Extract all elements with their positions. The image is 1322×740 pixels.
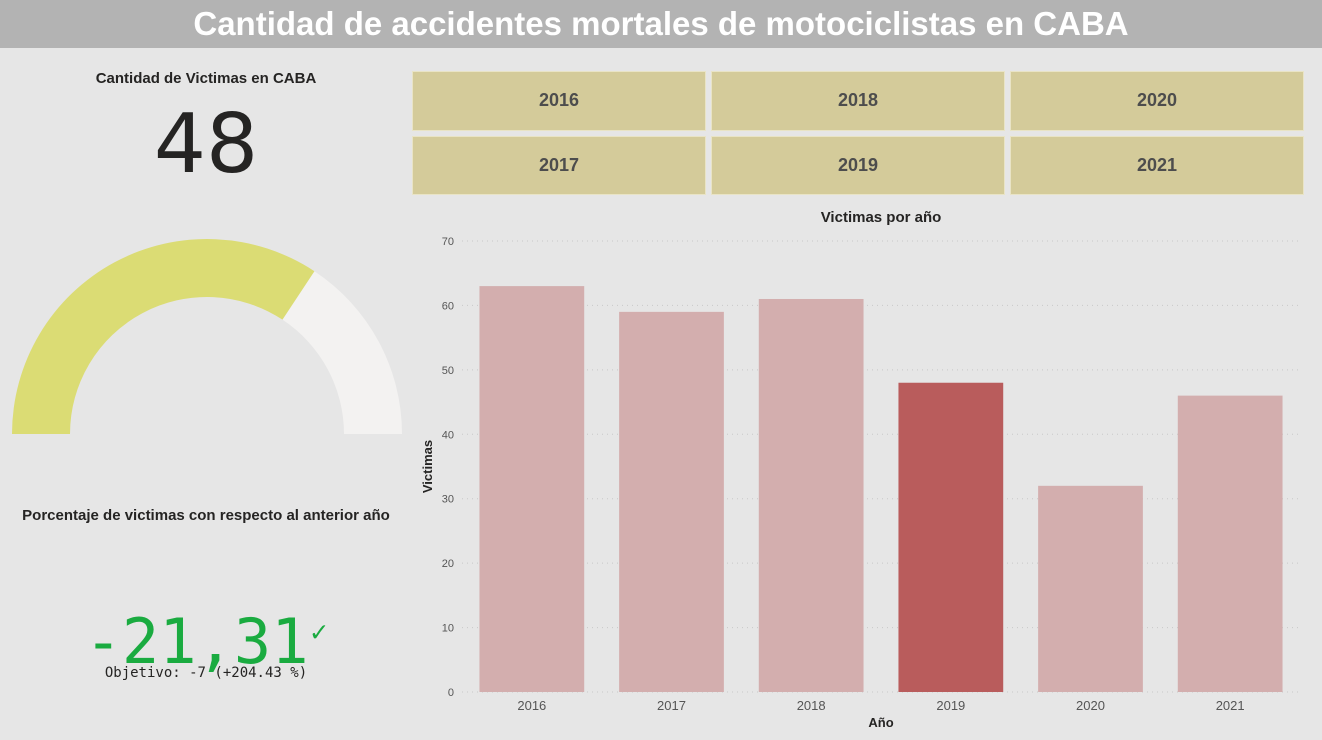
target-text: Objetivo: -7 (+204.43 %) xyxy=(104,665,308,681)
year-button-2017[interactable]: 2017 xyxy=(412,135,706,195)
percent-value: -21,31 xyxy=(84,605,309,678)
year-button-2016[interactable]: 2016 xyxy=(412,71,706,131)
y-tick-label: 60 xyxy=(442,300,454,312)
bar-2021[interactable] xyxy=(1177,395,1283,692)
bar-2020[interactable] xyxy=(1038,485,1143,692)
header-bar: Cantidad de accidentes mortales de motoc… xyxy=(0,0,1322,48)
kpi-value: 48 xyxy=(153,97,259,192)
bar-2017[interactable] xyxy=(619,311,724,692)
bar-chart: Victimas por año 0 10 20 30 40 50 60 70 2016 2017 2… xyxy=(420,209,1300,730)
x-tick-label: 2021 xyxy=(1216,698,1245,713)
check-icon: ✓ xyxy=(310,615,328,648)
y-tick-label: 40 xyxy=(442,429,454,441)
y-tick-label: 20 xyxy=(442,558,454,570)
gauge-chart xyxy=(12,239,402,434)
x-tick-label: 2016 xyxy=(517,698,546,713)
y-tick-label: 30 xyxy=(442,494,454,506)
y-tick-label: 10 xyxy=(442,623,454,635)
year-button-2021[interactable]: 2021 xyxy=(1010,135,1304,195)
bar-2018[interactable] xyxy=(758,298,864,692)
y-tick-label: 50 xyxy=(442,365,454,377)
bar-2016[interactable] xyxy=(479,286,585,692)
kpi-label: Cantidad de Victimas en CABA xyxy=(95,70,317,87)
gauge-fill[interactable] xyxy=(12,239,315,434)
x-tick-label: 2017 xyxy=(657,698,686,713)
y-tick-label: 70 xyxy=(442,236,454,248)
x-axis-label: Año xyxy=(868,715,893,730)
x-tick-label: 2018 xyxy=(797,698,826,713)
x-tick-label: 2020 xyxy=(1076,698,1105,713)
year-button-2018[interactable]: 2018 xyxy=(711,71,1005,131)
y-axis-label: Victimas xyxy=(420,440,435,493)
chart-title: Victimas por año xyxy=(821,209,942,226)
percent-label: Porcentaje de victimas con respecto al a… xyxy=(22,507,390,524)
y-tick-label: 0 xyxy=(448,687,454,699)
year-button-2019[interactable]: 2019 xyxy=(711,135,1005,195)
percent-value-card: -21,31✓ xyxy=(10,596,402,678)
page-title: Cantidad de accidentes mortales de motoc… xyxy=(193,5,1129,42)
x-tick-label: 2019 xyxy=(936,698,965,713)
gauge-track xyxy=(282,271,402,434)
year-button-2020[interactable]: 2020 xyxy=(1010,71,1304,131)
bar-2019[interactable] xyxy=(898,382,1004,692)
year-slicer: 2016 2018 2020 2017 2019 2021 xyxy=(412,71,1304,195)
